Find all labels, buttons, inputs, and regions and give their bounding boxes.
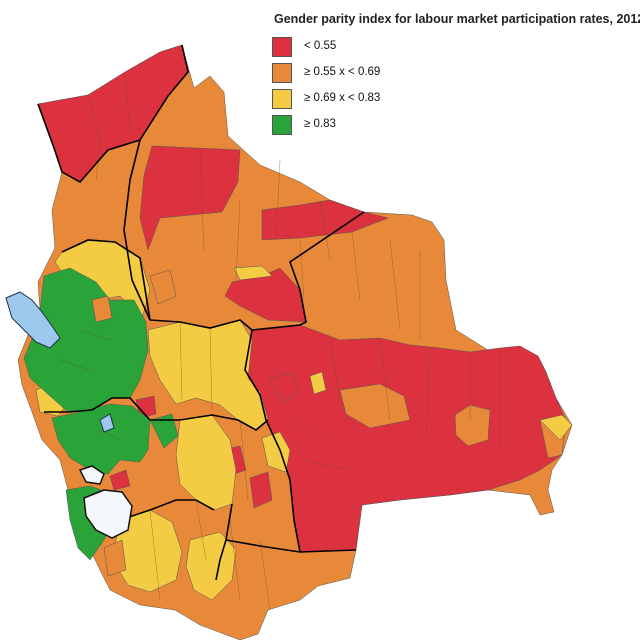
dept-border-pando (37, 44, 189, 184)
region-red-beni-east (261, 199, 389, 241)
internal-borders (59, 71, 501, 611)
region-yellow-chuquisaca (175, 414, 237, 511)
region-orange-santa-cruz-1 (339, 383, 411, 429)
region-yellow-misc-2 (309, 371, 327, 395)
legend-swatch (272, 115, 292, 135)
region-green-cochabamba (149, 413, 179, 449)
region-orange-west-1 (91, 295, 113, 323)
dept-border-cochabamba-south (150, 414, 269, 431)
region-green-oruro (51, 403, 151, 475)
dept-border-lapaz (61, 239, 151, 321)
salt-flat-coipasa (78, 465, 105, 485)
lake-titicaca (5, 291, 61, 349)
dept-border-tarija (225, 539, 357, 553)
legend-label: ≥ 0.83 (304, 118, 336, 130)
region-orange-west-3 (103, 539, 127, 577)
legend-label: < 0.55 (304, 40, 337, 52)
dept-border-chuquisaca (215, 503, 233, 581)
legend-swatch (272, 89, 292, 109)
region-red-small-5 (109, 469, 131, 491)
salt-flat-uyuni (83, 489, 133, 539)
region-orange-west-2 (149, 269, 177, 305)
region-red-small-1 (267, 371, 301, 403)
dept-border-potosi (119, 499, 215, 521)
legend-swatch (272, 63, 292, 83)
dept-border-santacruz-west (244, 329, 301, 553)
legend-swatch (272, 37, 292, 57)
dept-border-beni (123, 139, 151, 321)
dept-border-oruro (44, 397, 151, 421)
region-red-pando (139, 145, 241, 251)
region-red-small-3 (249, 471, 273, 509)
region-yellow-misc-1 (261, 431, 291, 473)
lake-poopo (99, 413, 115, 433)
region-yellow-misc-3 (539, 414, 573, 441)
dept-border-beni-south (149, 211, 365, 331)
legend-label: ≥ 0.55 x < 0.69 (304, 66, 381, 78)
map-title: Gender parity index for labour market pa… (274, 12, 640, 26)
legend-label: ≥ 0.69 x < 0.83 (304, 92, 381, 104)
region-yellow-beni (233, 265, 273, 281)
